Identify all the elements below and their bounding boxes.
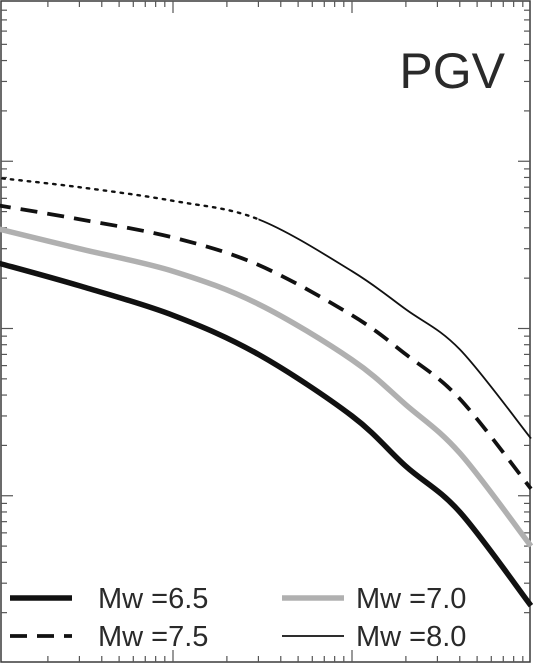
legend-8-0-label: Mw =8.0 [356, 621, 466, 653]
legend-6-5-label: Mw =6.5 [98, 583, 208, 615]
series-7-0-line [0, 226, 533, 548]
series-8-0-line [258, 218, 532, 440]
legend-7-5-label: Mw =7.5 [98, 621, 208, 653]
series-6-5-line [0, 260, 533, 608]
legend-7-0-label: Mw =7.0 [356, 583, 466, 615]
series-8-0-line-dotted [0, 176, 259, 221]
series-7-5-line [0, 203, 533, 490]
legend: Mw =6.5 Mw =7.0 Mw =7.5 Mw =8.0 [10, 583, 466, 653]
series-layer [0, 176, 533, 608]
chart-title: PGV [399, 43, 505, 99]
